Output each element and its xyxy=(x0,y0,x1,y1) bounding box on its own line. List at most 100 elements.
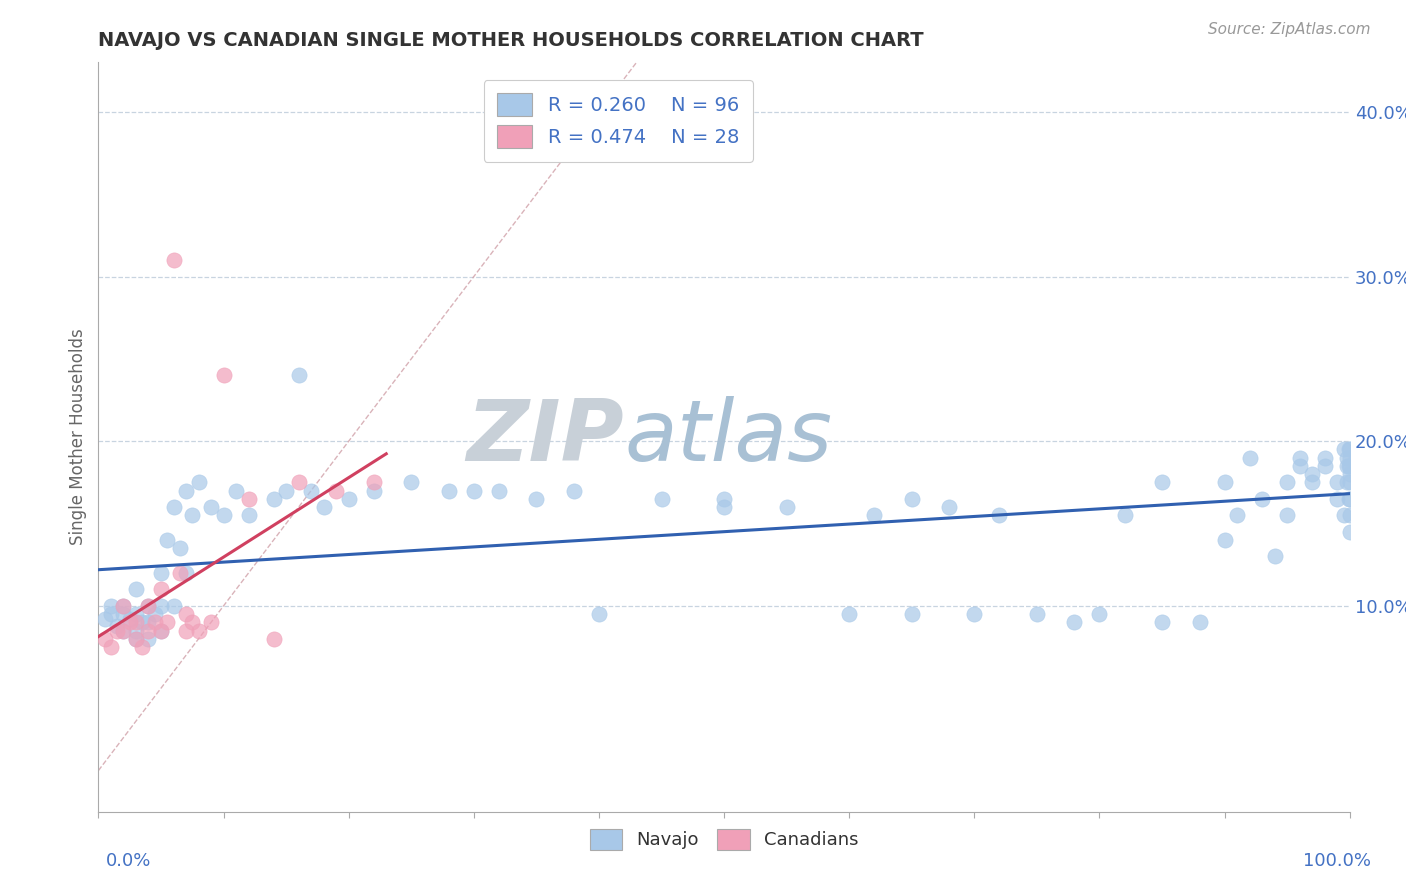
Point xyxy=(588,607,610,621)
Point xyxy=(1026,607,1049,621)
Point xyxy=(131,615,153,630)
Point xyxy=(1333,442,1355,457)
Point xyxy=(1264,549,1286,564)
Point xyxy=(200,500,222,514)
Point xyxy=(112,599,135,613)
Point xyxy=(125,582,148,597)
Point xyxy=(1301,467,1323,482)
Point xyxy=(437,483,460,498)
Point xyxy=(118,615,141,630)
Point xyxy=(363,475,385,490)
Point xyxy=(938,500,960,514)
Point xyxy=(1239,450,1261,465)
Point xyxy=(100,640,122,654)
Point xyxy=(125,632,148,646)
Point xyxy=(150,566,173,580)
Point xyxy=(105,618,128,632)
Point xyxy=(138,599,160,613)
Point xyxy=(174,566,197,580)
Point xyxy=(225,483,247,498)
Point xyxy=(337,491,360,506)
Point xyxy=(118,612,141,626)
Point xyxy=(1251,491,1274,506)
Point xyxy=(93,632,115,646)
Point xyxy=(105,624,128,638)
Point xyxy=(162,500,184,514)
Point xyxy=(713,491,735,506)
Point xyxy=(212,368,235,383)
Point xyxy=(187,475,209,490)
Point xyxy=(1277,508,1299,523)
Point xyxy=(988,508,1011,523)
Point xyxy=(1336,458,1358,473)
Point xyxy=(112,624,135,638)
Point xyxy=(150,582,173,597)
Point xyxy=(1339,491,1361,506)
Y-axis label: Single Mother Households: Single Mother Households xyxy=(69,329,87,545)
Text: 0.0%: 0.0% xyxy=(105,852,150,870)
Point xyxy=(93,612,115,626)
Point xyxy=(1288,450,1310,465)
Point xyxy=(463,483,485,498)
Point xyxy=(1337,491,1360,506)
Point xyxy=(143,615,166,630)
Point xyxy=(1288,458,1310,473)
Point xyxy=(200,615,222,630)
Point xyxy=(274,483,298,498)
Point xyxy=(1150,615,1173,630)
Text: NAVAJO VS CANADIAN SINGLE MOTHER HOUSEHOLDS CORRELATION CHART: NAVAJO VS CANADIAN SINGLE MOTHER HOUSEHO… xyxy=(98,31,924,50)
Point xyxy=(125,624,148,638)
Point xyxy=(131,640,153,654)
Point xyxy=(312,500,335,514)
Point xyxy=(125,615,148,630)
Point xyxy=(1313,458,1336,473)
Point xyxy=(363,483,385,498)
Point xyxy=(1326,491,1348,506)
Point xyxy=(1226,508,1249,523)
Point xyxy=(263,632,285,646)
Point xyxy=(238,508,260,523)
Point xyxy=(156,615,179,630)
Point xyxy=(1336,475,1358,490)
Point xyxy=(1339,524,1361,539)
Point xyxy=(325,483,347,498)
Point xyxy=(299,483,322,498)
Point xyxy=(1337,442,1360,457)
Point xyxy=(169,566,191,580)
Point xyxy=(963,607,986,621)
Text: atlas: atlas xyxy=(624,395,832,479)
Point xyxy=(1114,508,1136,523)
Text: 100.0%: 100.0% xyxy=(1303,852,1371,870)
Point xyxy=(524,491,547,506)
Point xyxy=(138,624,160,638)
Point xyxy=(401,475,423,490)
Point xyxy=(238,491,260,506)
Text: ZIP: ZIP xyxy=(467,395,624,479)
Point xyxy=(838,607,860,621)
Point xyxy=(174,624,197,638)
Point xyxy=(162,253,184,268)
Point xyxy=(112,607,135,621)
Point xyxy=(900,491,922,506)
Point xyxy=(112,599,135,613)
Point xyxy=(150,599,173,613)
Point xyxy=(174,483,197,498)
Point xyxy=(100,599,122,613)
Point xyxy=(650,491,672,506)
Point xyxy=(1313,450,1336,465)
Point xyxy=(143,607,166,621)
Point xyxy=(187,624,209,638)
Point xyxy=(125,632,148,646)
Legend: Navajo, Canadians: Navajo, Canadians xyxy=(581,820,868,859)
Point xyxy=(863,508,886,523)
Point xyxy=(112,624,135,638)
Point xyxy=(263,491,285,506)
Point xyxy=(156,533,179,547)
Point xyxy=(776,500,799,514)
Point xyxy=(125,607,148,621)
Point xyxy=(1150,475,1173,490)
Point xyxy=(181,508,204,523)
Point xyxy=(1339,475,1361,490)
Point xyxy=(1336,450,1358,465)
Point xyxy=(287,475,309,490)
